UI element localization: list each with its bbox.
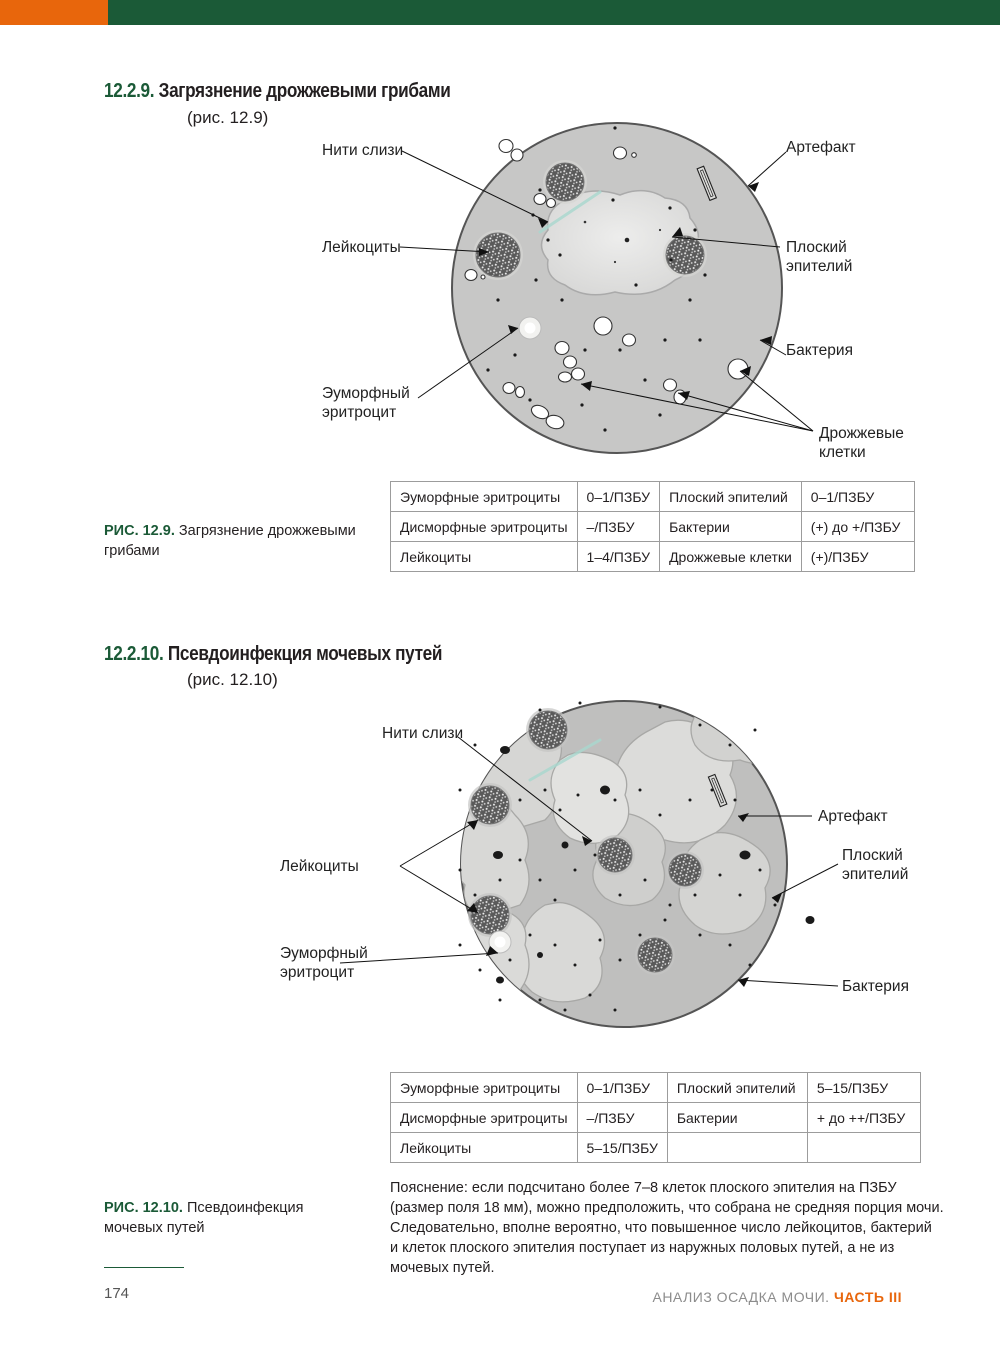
svg-text:эритроцит: эритроцит [280, 964, 354, 981]
svg-text:Бактерия: Бактерия [842, 978, 909, 995]
svg-text:Плоский: Плоский [842, 847, 903, 864]
svg-text:эпителий: эпителий [842, 866, 908, 883]
svg-text:Эуморфный: Эуморфный [280, 945, 368, 962]
svg-text:Артефакт: Артефакт [818, 808, 888, 825]
svg-text:Лейкоциты: Лейкоциты [280, 858, 359, 875]
svg-text:Нити слизи: Нити слизи [382, 725, 463, 742]
